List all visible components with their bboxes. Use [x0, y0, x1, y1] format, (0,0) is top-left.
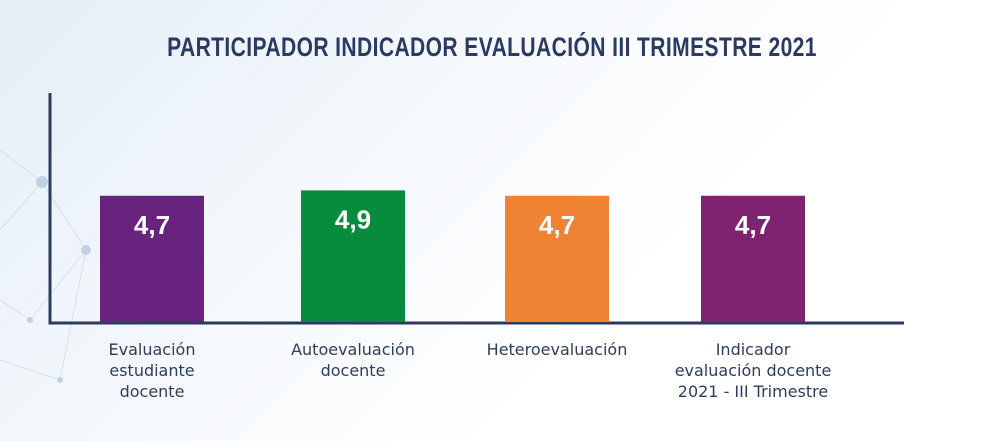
category-label-line: Indicador — [715, 340, 791, 359]
bar-value-label: 4,9 — [335, 204, 371, 234]
bar — [100, 195, 204, 322]
category-label-line: Evaluación — [108, 340, 196, 359]
category-label-line: evaluación docente — [674, 361, 832, 380]
category-label-line: docente — [119, 382, 185, 401]
bar — [701, 195, 805, 322]
category-label: Evaluación estudiante docente — [57, 339, 247, 402]
category-label-line: Heteroevaluación — [486, 340, 628, 359]
category-label-line: 2021 - III Trimestre — [677, 382, 829, 401]
category-label-line: estudiante — [109, 361, 195, 380]
chart-title: PARTICIPADOR INDICADOR EVALUACIÓN III TR… — [167, 32, 817, 62]
category-label: Indicador evaluación docente 2021 - III Tr… — [658, 339, 848, 402]
bar-value-label: 4,7 — [134, 210, 170, 240]
category-label-line: Autoevaluación — [291, 340, 415, 359]
category-label: Heteroevaluación — [462, 339, 652, 360]
category-label-line: docente — [320, 361, 386, 380]
bar-value-label: 4,7 — [735, 210, 771, 240]
category-label: Autoevaluación docente — [258, 339, 448, 381]
bar-value-label: 4,7 — [539, 210, 575, 240]
chart-axis — [48, 93, 904, 325]
bar — [301, 190, 405, 322]
bar — [505, 195, 609, 322]
